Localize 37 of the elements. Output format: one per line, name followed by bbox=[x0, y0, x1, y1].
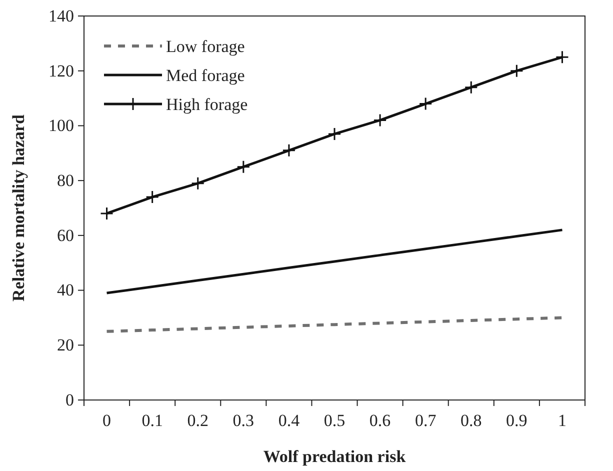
point bbox=[146, 190, 160, 204]
point bbox=[100, 206, 114, 220]
y-tick-label: 120 bbox=[48, 61, 74, 80]
point bbox=[464, 80, 478, 94]
x-tick-label: 0.6 bbox=[369, 411, 391, 430]
legend-label: High forage bbox=[166, 95, 248, 114]
point bbox=[510, 64, 524, 78]
y-tick-label: 20 bbox=[57, 336, 74, 355]
point bbox=[282, 144, 296, 158]
y-tick-label: 140 bbox=[48, 6, 74, 26]
line-series bbox=[106, 228, 564, 294]
y-tick-label: 40 bbox=[57, 280, 74, 300]
point bbox=[555, 50, 569, 64]
y-tick-label: 80 bbox=[57, 171, 74, 190]
y-tick-label: 100 bbox=[48, 116, 74, 136]
y-axis-title: Relative mortality hazard bbox=[9, 114, 28, 302]
point bbox=[236, 160, 250, 174]
legend-label: Low forage bbox=[166, 37, 245, 56]
y-tick-label: 0 bbox=[66, 390, 74, 410]
point bbox=[418, 97, 432, 111]
point bbox=[373, 113, 387, 127]
x-tick-label: 0.2 bbox=[187, 411, 208, 430]
x-axis-title: Wolf predation risk bbox=[263, 447, 406, 466]
x-tick-label: 0.4 bbox=[278, 411, 300, 430]
y-tick-label: 60 bbox=[57, 226, 74, 245]
x-tick-label: 0 bbox=[102, 411, 112, 430]
legend-label: Med forage bbox=[166, 66, 245, 85]
x-tick-label: 1 bbox=[558, 411, 566, 430]
point bbox=[328, 127, 342, 141]
x-tick-label: 0.5 bbox=[324, 411, 346, 430]
x-tick-label: 0.1 bbox=[142, 411, 163, 430]
x-tick-label: 0.3 bbox=[232, 411, 254, 430]
line-series bbox=[105, 316, 564, 333]
x-tick-label: 0.8 bbox=[460, 411, 482, 430]
x-tick-label: 0.9 bbox=[506, 411, 528, 430]
x-tick-label: 0.7 bbox=[414, 411, 437, 430]
point bbox=[191, 176, 205, 190]
